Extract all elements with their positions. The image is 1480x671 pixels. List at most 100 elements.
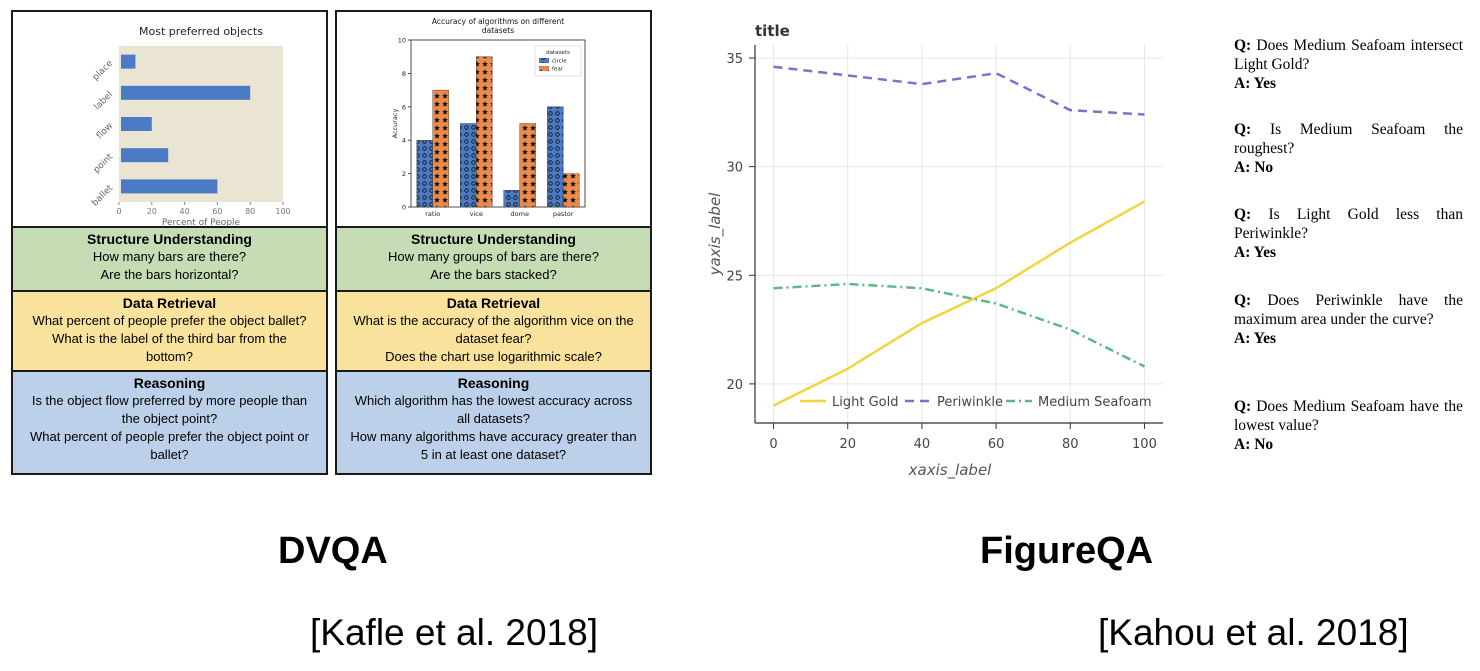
x-tick-label: pastor xyxy=(553,210,574,218)
dvqa-chart1-panel: Most preferred objects ballet point flow lab… xyxy=(11,10,328,228)
y-tick-label: 2 xyxy=(402,170,406,178)
bar-circle xyxy=(547,106,564,208)
question: What is the label of the third bar from … xyxy=(52,331,287,346)
chart-title-line2: datasets xyxy=(482,26,514,35)
question-label: Q: xyxy=(1234,292,1268,309)
y-tick-label: place xyxy=(91,58,116,83)
y-tick-label: 25 xyxy=(726,269,743,284)
bar-circle xyxy=(416,139,433,208)
bar xyxy=(121,179,218,194)
figureqa-chart: title 0 20 40 60 80 100 20 25 30 35 xaxis_label yaxi… xyxy=(706,22,1163,480)
question: How many algorithms have accuracy greate… xyxy=(350,429,637,444)
answer: A: Yes xyxy=(1234,75,1277,92)
x-tick-label: 60 xyxy=(988,437,1005,452)
figureqa-name: FigureQA xyxy=(980,530,1154,572)
dvqa-chart1: Most preferred objects ballet point flow lab… xyxy=(90,25,290,228)
dvqa-col1-retrieval: Data Retrieval What percent of people pr… xyxy=(11,290,328,372)
legend-label: Medium Seafoam xyxy=(1038,395,1152,410)
dvqa-col1-reasoning: Reasoning Is the object flow preferred b… xyxy=(11,370,328,475)
question: Q: Does Periwinkle have the maximum area… xyxy=(1234,291,1463,329)
dvqa-col2-retrieval: Data Retrieval What is the accuracy of t… xyxy=(335,290,652,372)
series-line-light-gold xyxy=(772,200,1146,407)
question: Are the bars horizontal? xyxy=(100,267,239,282)
y-tick-label: ballet xyxy=(90,183,115,208)
bar-fear xyxy=(519,123,536,208)
question: Q: Does Medium Seafoam intersect Light G… xyxy=(1234,36,1463,74)
question-text: Does Periwinkle have the maximum area un… xyxy=(1234,292,1463,328)
x-tick-label: vice xyxy=(470,210,483,218)
x-tick-label: 20 xyxy=(839,437,856,452)
section-heading: Structure Understanding xyxy=(411,231,576,247)
dvqa-name: DVQA xyxy=(278,530,388,572)
dvqa-col2-structure: Structure Understanding How many groups … xyxy=(335,226,652,292)
question: Does the chart use logarithmic scale? xyxy=(385,349,602,364)
answer: A: No xyxy=(1234,159,1274,176)
x-tick-label: 40 xyxy=(914,437,931,452)
qa-item: Q: Does Periwinkle have the maximum area… xyxy=(1234,291,1463,348)
dvqa-citation: [Kafle et al. 2018] xyxy=(310,612,598,653)
bar-fear xyxy=(476,56,493,208)
bar-fear xyxy=(563,173,580,208)
x-tick-label: 60 xyxy=(212,207,222,216)
y-tick-label: flow xyxy=(95,121,115,141)
question: What is the accuracy of the algorithm vi… xyxy=(353,313,634,328)
x-tick-label: 20 xyxy=(147,207,157,216)
x-axis-label: xaxis_label xyxy=(908,461,993,480)
dvqa-chart2: Accuracy of algorithms on differentdatas… xyxy=(391,17,586,218)
y-tick-label: 0 xyxy=(402,204,406,212)
section-heading: Data Retrieval xyxy=(122,295,217,311)
bar xyxy=(121,85,251,100)
legend-label: Light Gold xyxy=(832,395,898,410)
section-heading: Reasoning xyxy=(133,375,206,391)
y-tick-label: point xyxy=(92,152,116,176)
question-label: Q: xyxy=(1234,206,1269,223)
question: all datasets? xyxy=(457,411,530,426)
dvqa-col1-structure: Structure Understanding How many bars ar… xyxy=(11,226,328,292)
question: dataset fear? xyxy=(455,331,532,346)
question: bottom? xyxy=(146,349,193,364)
question: the object point? xyxy=(121,411,218,426)
y-tick-label: 8 xyxy=(402,70,406,78)
qa-item: Q: Is Medium Seafoam the roughest? A: No xyxy=(1234,120,1463,177)
section-heading: Data Retrieval xyxy=(446,295,541,311)
x-tick-label: 80 xyxy=(245,207,255,216)
x-tick-label: 100 xyxy=(1132,437,1157,452)
bar xyxy=(121,54,136,69)
bar-fear xyxy=(432,89,449,208)
question-label: Q: xyxy=(1234,398,1257,415)
question-label: Q: xyxy=(1234,37,1257,54)
question: Q: Does Medium Seafoam have the lowest v… xyxy=(1234,397,1463,435)
qa-item: Q: Is Light Gold less than Periwinkle? A:… xyxy=(1234,205,1463,262)
x-axis-label: Percent of People xyxy=(162,218,241,226)
figureqa-citation: [Kahou et al. 2018] xyxy=(1098,612,1409,653)
question-text: Does Medium Seafoam have the lowest valu… xyxy=(1234,398,1463,434)
x-tick-label: 80 xyxy=(1062,437,1079,452)
question: Which algorithm has the lowest accuracy … xyxy=(354,393,633,408)
x-tick-label: 0 xyxy=(116,207,121,216)
legend-label: Periwinkle xyxy=(937,395,1003,410)
y-axis-label: Accuracy xyxy=(391,109,399,139)
qa-item: Q: Does Medium Seafoam intersect Light G… xyxy=(1234,36,1463,93)
x-tick-label: 40 xyxy=(180,207,190,216)
y-tick-label: label xyxy=(93,90,115,112)
y-tick-label: 4 xyxy=(402,137,406,145)
y-tick-label: 6 xyxy=(402,103,406,111)
bar xyxy=(121,117,152,131)
bar xyxy=(121,148,169,163)
question: How many groups of bars are there? xyxy=(388,249,599,264)
question: How many bars are there? xyxy=(92,249,247,264)
question-label: Q: xyxy=(1234,121,1270,138)
dvqa-chart2-panel: Accuracy of algorithms on different datas… xyxy=(335,10,652,228)
series-line-medium-seafoam xyxy=(773,282,1146,368)
chart-title-line1: Accuracy of algorithms on different xyxy=(432,17,564,26)
answer: A: Yes xyxy=(1234,244,1277,261)
chart-title: title xyxy=(755,22,790,40)
qa-item: Q: Does Medium Seafoam have the lowest v… xyxy=(1234,397,1463,454)
legend-swatch-fear xyxy=(539,66,549,71)
answer: A: No xyxy=(1234,436,1274,453)
y-tick-label: 30 xyxy=(726,161,743,176)
x-tick-label: dome xyxy=(511,210,529,218)
legend-label: circle xyxy=(552,59,567,65)
y-axis-label: yaxis_label xyxy=(706,192,725,277)
question: Are the bars stacked? xyxy=(430,267,557,282)
